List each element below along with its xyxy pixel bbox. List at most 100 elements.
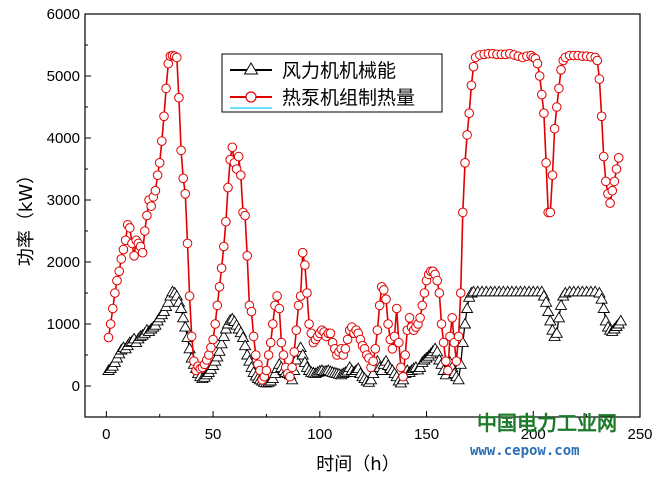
data-point-triangle bbox=[179, 320, 192, 332]
data-point-circle bbox=[268, 319, 278, 329]
data-point-circle bbox=[137, 247, 148, 258]
data-point-circle bbox=[297, 247, 308, 258]
data-point-circle bbox=[116, 254, 127, 264]
data-point-circle bbox=[214, 282, 225, 292]
data-point-circle bbox=[110, 288, 120, 298]
data-point-circle bbox=[236, 170, 246, 180]
watermark-url: www.cepow.com bbox=[470, 443, 580, 459]
data-point-circle bbox=[415, 313, 425, 323]
data-point-triangle bbox=[614, 314, 628, 326]
legend-marker-circle bbox=[245, 91, 257, 103]
data-point-triangle bbox=[554, 299, 568, 310]
data-point-triangle bbox=[599, 314, 613, 326]
data-point-circle bbox=[460, 158, 470, 168]
data-point-triangle bbox=[541, 305, 555, 317]
data-point-triangle bbox=[430, 345, 444, 357]
data-point-circle bbox=[300, 260, 310, 270]
data-point-circle bbox=[394, 337, 404, 348]
data-point-circle bbox=[379, 285, 389, 295]
data-point-circle bbox=[285, 371, 295, 382]
y-tick-label: 4000 bbox=[47, 130, 80, 147]
data-point-circle bbox=[539, 108, 549, 118]
data-point-circle bbox=[552, 102, 562, 112]
data-point-circle bbox=[545, 207, 556, 218]
data-point-circle bbox=[592, 55, 603, 66]
data-point-circle bbox=[125, 223, 135, 233]
data-point-circle bbox=[114, 266, 124, 277]
data-point-circle bbox=[396, 362, 406, 373]
data-point-circle bbox=[112, 275, 122, 286]
y-tick-label: 3000 bbox=[47, 192, 80, 209]
data-point-circle bbox=[251, 350, 261, 360]
data-point-triangle bbox=[595, 292, 608, 304]
data-point-circle bbox=[391, 303, 402, 314]
data-point-circle bbox=[105, 319, 116, 329]
series-wind-mechanical-energy bbox=[102, 285, 628, 388]
data-point-circle bbox=[611, 164, 622, 174]
x-tick-label: 100 bbox=[307, 426, 332, 443]
watermark-site-name: 中国电力工业网 bbox=[477, 411, 617, 435]
data-point-circle bbox=[383, 319, 393, 329]
data-point-circle bbox=[212, 300, 223, 311]
data-point-circle bbox=[161, 83, 171, 94]
data-point-triangle bbox=[364, 373, 378, 385]
data-point-circle bbox=[400, 350, 411, 360]
legend-label-wind: 风力机机械能 bbox=[282, 60, 396, 82]
legend-marker-triangle bbox=[243, 62, 259, 75]
data-point-circle bbox=[129, 251, 139, 261]
x-tick-label: 0 bbox=[102, 426, 110, 443]
series-layer bbox=[102, 48, 628, 388]
x-tick-label: 150 bbox=[414, 426, 439, 443]
data-point-triangle bbox=[552, 311, 566, 323]
data-point-circle bbox=[342, 334, 353, 345]
data-point-circle bbox=[304, 319, 314, 329]
data-point-circle bbox=[265, 337, 276, 348]
data-point-circle bbox=[404, 313, 415, 323]
y-tick-label: 2000 bbox=[47, 254, 80, 271]
data-point-circle bbox=[398, 371, 408, 382]
data-point-circle bbox=[289, 347, 300, 357]
y-axis-title: 功率（kW） bbox=[16, 166, 37, 266]
x-tick-label: 250 bbox=[627, 426, 652, 443]
legend-box bbox=[221, 53, 443, 113]
data-point-triangle bbox=[460, 302, 474, 313]
data-point-circle bbox=[541, 158, 551, 168]
data-point-circle bbox=[103, 332, 114, 343]
data-point-circle bbox=[176, 145, 186, 156]
data-point-triangle bbox=[213, 344, 226, 356]
data-point-circle bbox=[598, 151, 609, 162]
data-point-circle bbox=[451, 356, 462, 367]
data-point-circle bbox=[293, 300, 304, 311]
data-point-circle bbox=[464, 108, 475, 118]
data-point-circle bbox=[596, 111, 607, 122]
data-point-circle bbox=[547, 170, 558, 180]
data-point-circle bbox=[534, 71, 545, 81]
data-point-triangle bbox=[174, 302, 188, 313]
data-point-circle bbox=[443, 365, 453, 376]
data-point-circle bbox=[184, 291, 195, 301]
data-point-circle bbox=[549, 123, 560, 134]
data-point-triangle bbox=[162, 295, 175, 307]
data-point-triangle bbox=[539, 295, 553, 307]
data-point-circle bbox=[453, 331, 464, 342]
data-point-triangle bbox=[456, 336, 470, 348]
data-point-circle bbox=[118, 244, 129, 255]
data-point-circle bbox=[594, 74, 605, 84]
data-point-circle bbox=[227, 142, 238, 153]
data-point-circle bbox=[152, 170, 163, 180]
data-point-circle bbox=[219, 241, 229, 252]
data-point-circle bbox=[287, 362, 297, 373]
data-point-circle bbox=[441, 356, 451, 367]
data-point-circle bbox=[368, 356, 379, 367]
data-point-circle bbox=[108, 303, 118, 314]
data-point-circle bbox=[208, 334, 218, 345]
data-point-circle bbox=[419, 288, 430, 298]
data-point-circle bbox=[374, 300, 385, 311]
data-point-circle bbox=[607, 185, 618, 196]
data-point-circle bbox=[605, 198, 615, 208]
data-point-circle bbox=[174, 92, 184, 103]
data-point-triangle bbox=[211, 350, 224, 362]
data-point-circle bbox=[146, 201, 156, 211]
data-point-triangle bbox=[176, 311, 190, 323]
